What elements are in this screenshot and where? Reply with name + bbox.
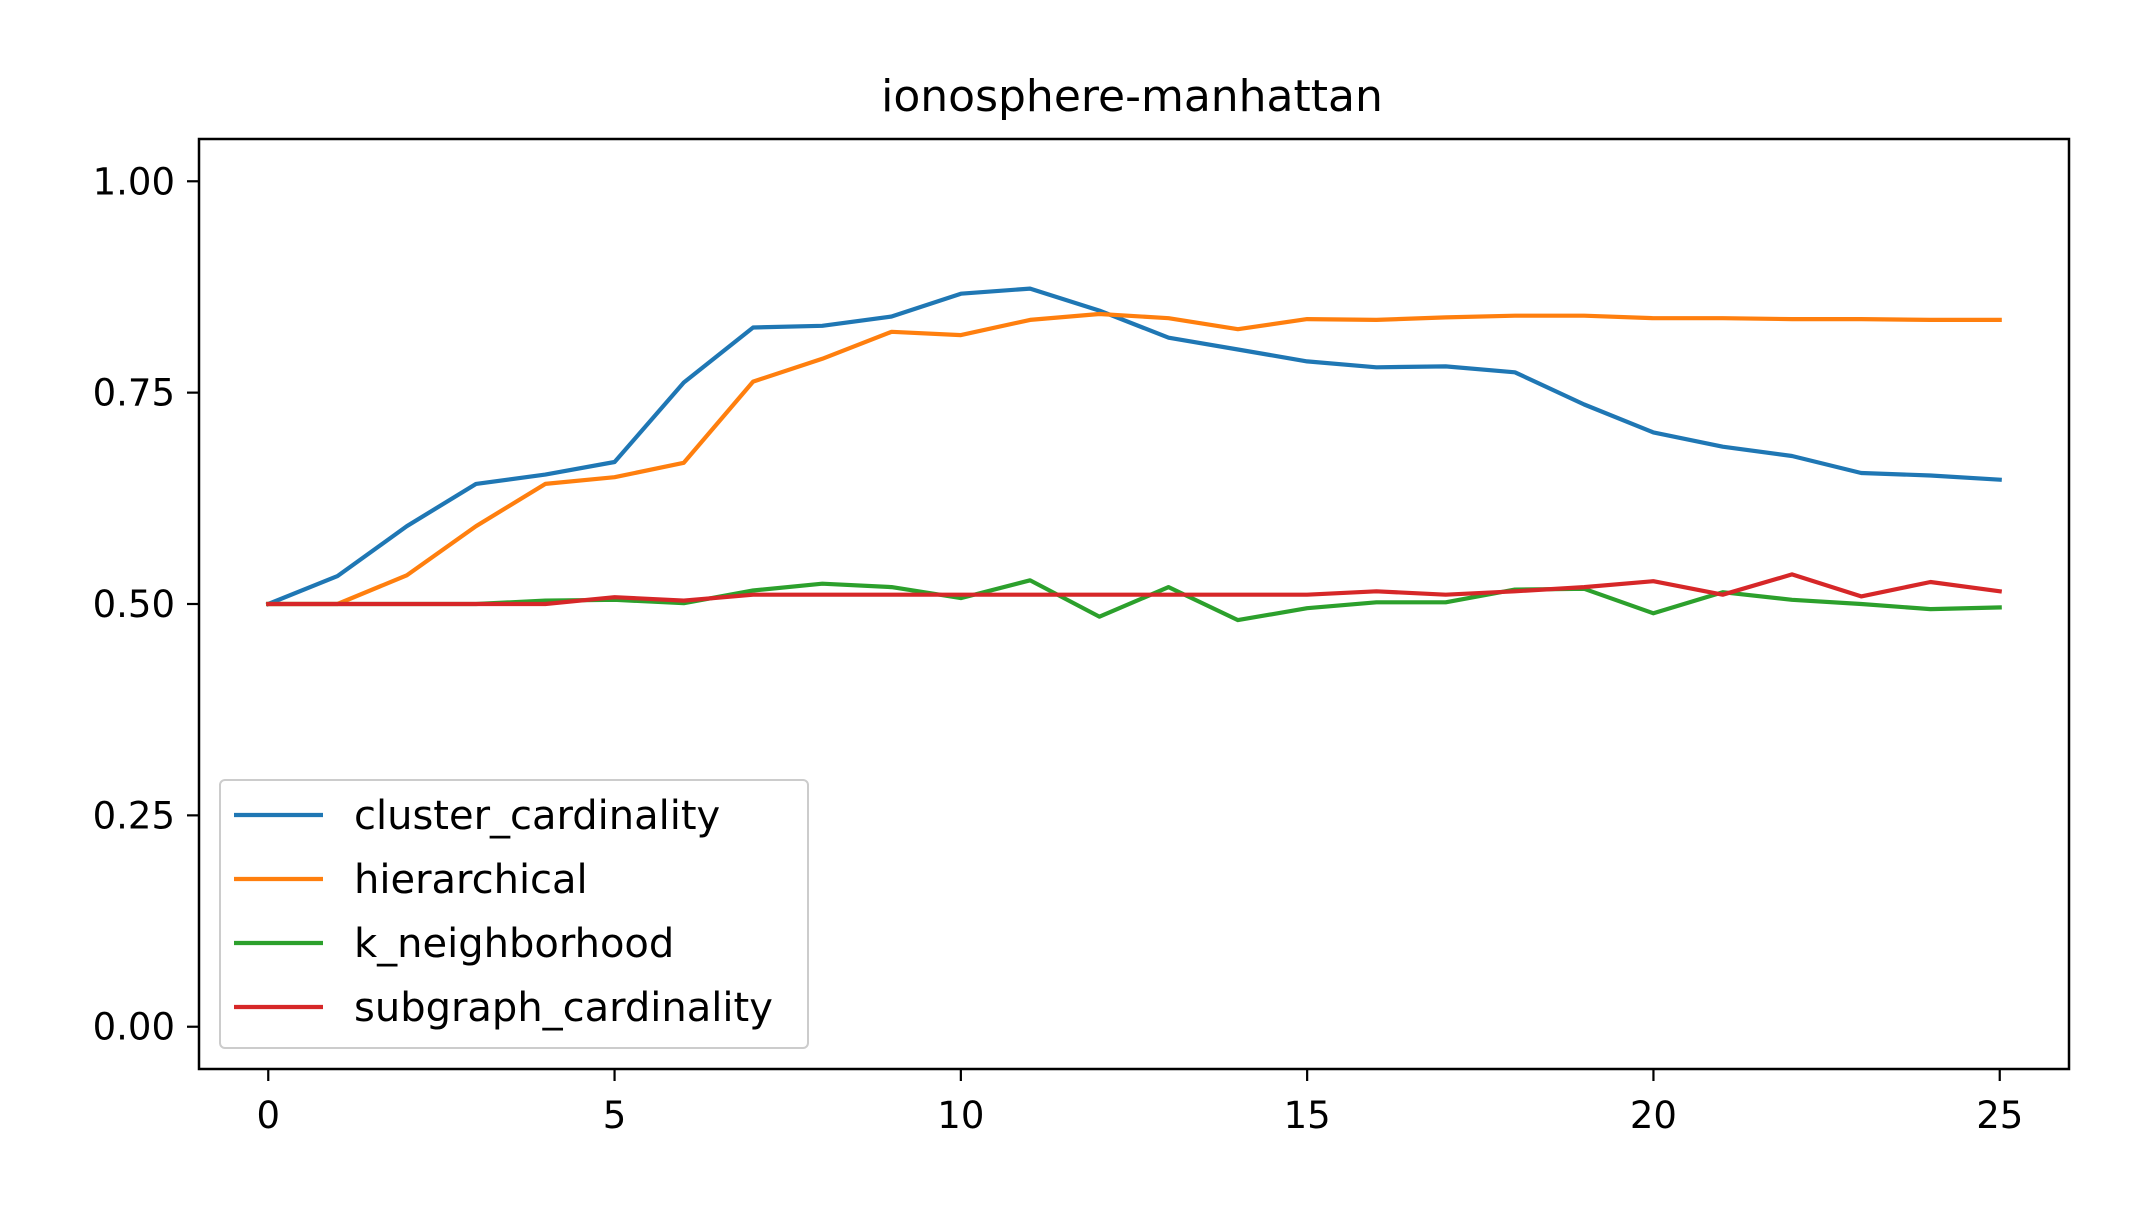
x-tick-label: 25 <box>1976 1094 2023 1137</box>
legend-label-cluster-cardinality: cluster_cardinality <box>354 793 720 839</box>
x-tick-label: 15 <box>1284 1094 1331 1137</box>
y-axis: 0.00 0.25 0.50 0.75 1.00 <box>93 160 199 1049</box>
x-tick-label: 0 <box>256 1094 280 1137</box>
x-tick-label: 5 <box>603 1094 627 1137</box>
chart-title: ionosphere-manhattan <box>881 71 1383 122</box>
legend-label-subgraph-cardinality: subgraph_cardinality <box>354 985 773 1031</box>
series-line-hierarchical <box>266 311 2002 607</box>
series-layer <box>265 286 2003 623</box>
legend: cluster_cardinality hierarchical k_neighbo… <box>219 779 809 1049</box>
legend-label-k-neighborhood: k_neighborhood <box>354 921 674 967</box>
x-axis: 0 5 10 15 20 25 <box>256 1069 2023 1137</box>
legend-box <box>219 779 809 1049</box>
x-tick-label: 10 <box>937 1094 984 1137</box>
y-tick-label: 1.00 <box>93 160 175 203</box>
series-line-k-neighborhood <box>266 578 2002 623</box>
y-tick-label: 0.75 <box>93 372 175 415</box>
y-tick-label: 0.00 <box>93 1006 175 1049</box>
series-line-cluster-cardinality <box>265 286 2002 607</box>
series-line-subgraph-cardinality <box>266 572 2003 607</box>
y-tick-label: 0.25 <box>93 794 175 837</box>
x-tick-label: 20 <box>1630 1094 1677 1137</box>
y-tick-label: 0.50 <box>93 583 175 626</box>
legend-label-hierarchical: hierarchical <box>354 857 588 903</box>
